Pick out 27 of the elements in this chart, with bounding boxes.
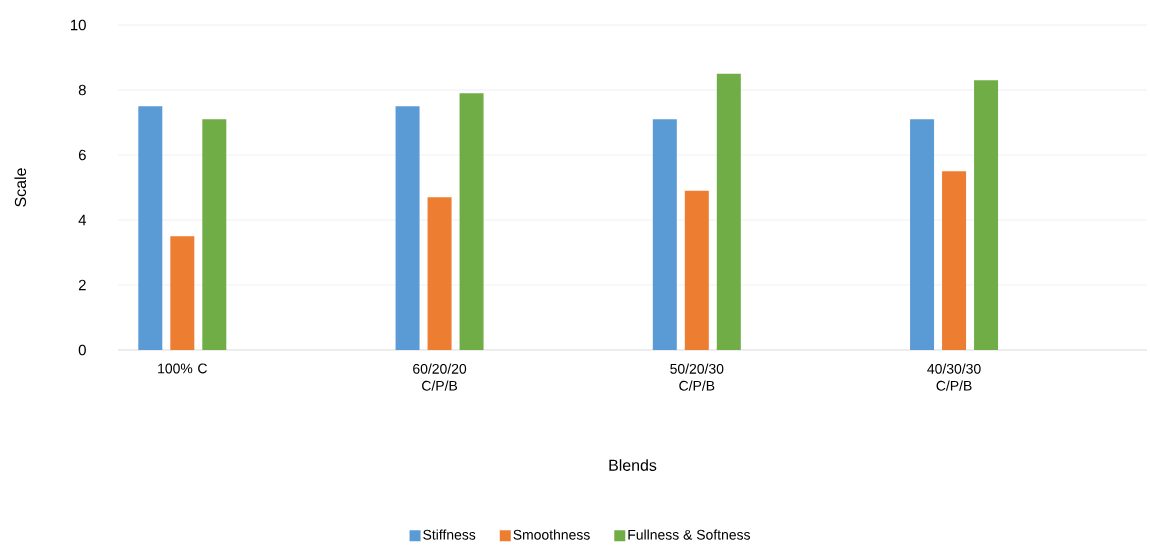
bar — [910, 119, 935, 350]
y-tick-label: 8 — [78, 84, 86, 96]
legend-label: Smoothness — [513, 529, 590, 540]
x-tick-label: 100% C — [158, 363, 207, 374]
y-tick-label: 2 — [78, 279, 86, 291]
x-axis-title: Blends — [609, 459, 657, 471]
x-tick-label: 50/20/30 C/P/B — [670, 363, 724, 391]
bar — [138, 106, 163, 350]
x-tick-label: 40/30/30 C/P/B — [927, 363, 981, 391]
bar — [459, 93, 484, 350]
bar — [942, 171, 967, 350]
legend-label: Fullness & Softness — [628, 529, 751, 540]
y-tick-label: 10 — [71, 19, 86, 31]
y-tick-label: 0 — [78, 344, 86, 356]
y-tick-label: 4 — [78, 214, 87, 226]
bar — [974, 80, 999, 350]
legend-label: Stiffness — [423, 529, 476, 540]
bar — [395, 106, 420, 350]
x-tick-label: 60/20/20 C/P/B — [413, 363, 467, 391]
bar — [427, 197, 452, 350]
bar — [684, 190, 709, 350]
bar — [170, 236, 195, 350]
y-tick-label: 6 — [78, 149, 86, 161]
bar — [652, 119, 677, 350]
bar — [716, 73, 741, 350]
y-axis-title: Scale — [14, 168, 27, 207]
bar — [202, 119, 227, 350]
